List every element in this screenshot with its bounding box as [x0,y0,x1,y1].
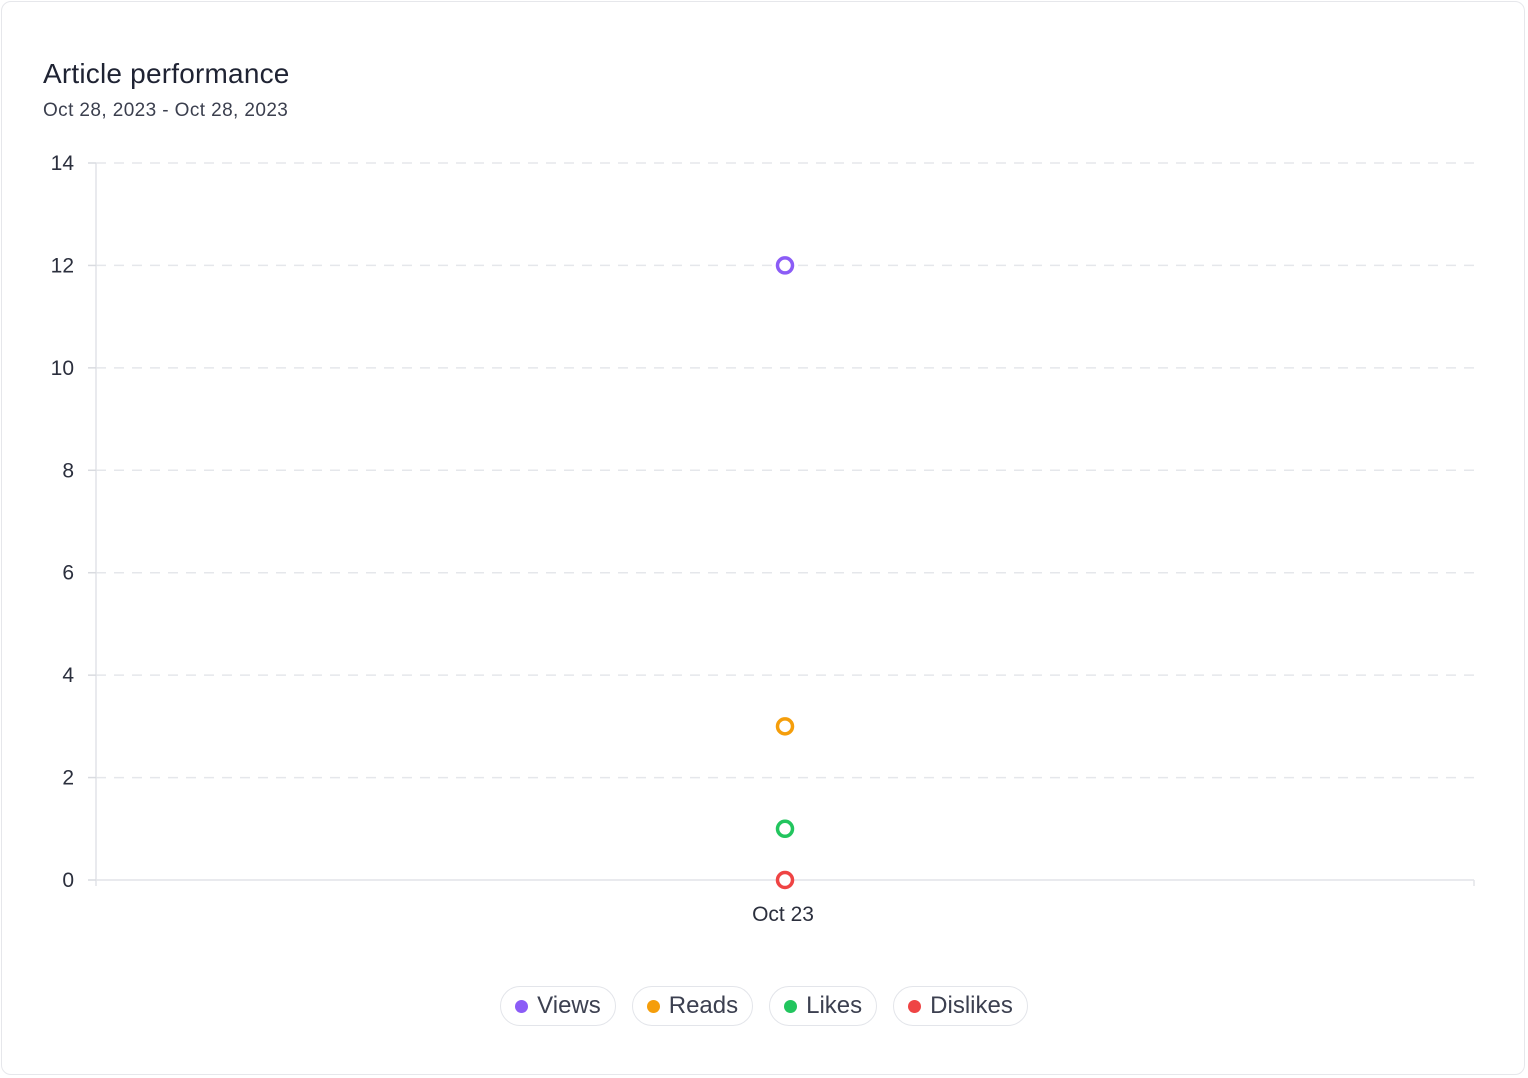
y-tick-label: 2 [62,767,74,790]
point-reads[interactable] [775,717,795,736]
y-axis-ticks: 0 2 4 6 8 10 12 14 [51,152,96,892]
legend-label: Views [537,992,601,1019]
y-tick-label: 4 [62,664,74,687]
legend-dot-icon [515,999,529,1013]
point-likes[interactable] [775,819,795,839]
grid-lines [96,162,1474,779]
legend-item-dislikes[interactable]: Dislikes [893,986,1028,1026]
legend-label: Likes [806,992,863,1019]
legend-item-views[interactable]: Views [500,986,616,1026]
legend-label: Dislikes [930,992,1013,1019]
point-views[interactable] [775,256,795,275]
y-tick-label: 8 [62,459,74,482]
legend-dot-icon [908,999,922,1013]
point-dislikes[interactable] [775,870,795,890]
chart-title: Article performance [43,58,290,89]
y-tick-label: 14 [51,152,75,175]
legend-dot-icon [784,999,798,1013]
y-tick-label: 12 [51,254,74,277]
legend-item-likes[interactable]: Likes [769,986,878,1026]
y-tick-label: 0 [62,869,74,892]
x-axis-ticks: Oct 23 [752,903,814,926]
legend: Views Reads Likes Dislikes [0,986,1528,1026]
legend-dot-icon [646,999,660,1013]
y-tick-label: 6 [62,562,74,585]
legend-item-reads[interactable]: Reads [631,986,754,1026]
data-points [775,256,795,890]
x-tick-label: Oct 23 [752,903,814,926]
legend-label: Reads [668,992,739,1019]
date-range: Oct 28, 2023 - Oct 28, 2023 [43,100,289,121]
y-tick-label: 10 [51,357,74,380]
